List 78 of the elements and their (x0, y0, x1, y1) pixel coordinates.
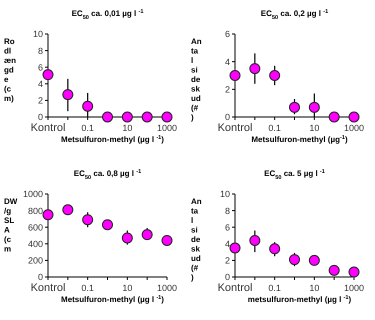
point (122, 232, 133, 244)
point (289, 254, 300, 266)
point (102, 219, 113, 230)
x-tick-label: Kontrol (218, 122, 252, 134)
y-tick-label: 2 (38, 96, 43, 106)
y-tick-label: 8 (38, 46, 43, 56)
x-tick-label: Kontrol (30, 122, 66, 134)
y-tick-label: 4 (224, 56, 230, 67)
point (122, 112, 133, 122)
point (249, 234, 260, 246)
y-tick-label: 2 (224, 256, 230, 266)
y-tick-label: 0 (224, 112, 230, 122)
x-axis-title: Metsulfuron-methyl (µg$^{-1}$) (251, 135, 348, 144)
x-tick-label: 0.1 (268, 283, 281, 293)
y-tick-label: 8 (224, 206, 230, 216)
point (308, 102, 320, 113)
point (230, 70, 240, 81)
chart-title: EC$_{50}$ ca. 0,8 µg l $^{-1}$ (74, 169, 142, 181)
x-tick-label: 1000 (344, 123, 364, 133)
chart-title: EC$_{50}$ ca. 5 µg l $^{-1}$ (264, 169, 325, 181)
point (42, 69, 54, 80)
point (328, 264, 340, 276)
x-tick-label: 1000 (156, 123, 178, 133)
x-axis-title: metsulfuron-methyl (µg l $^{-1}$) (248, 295, 352, 304)
y-tick-label: 200 (28, 256, 43, 266)
point (82, 214, 94, 226)
y-tick-label: 0 (38, 112, 43, 122)
y-tick-label: 800 (28, 206, 43, 216)
y-tick-label: 1000 (22, 189, 43, 200)
point (269, 70, 280, 81)
text: Antal sideskud (#) (191, 37, 202, 122)
x-tick-label: 0.1 (81, 283, 94, 293)
chart-title: EC$_{50}$ ca. 0,01 µg l $^{-1}$ (72, 9, 144, 21)
y-tick-label: 400 (28, 238, 43, 249)
y-tick-label: 0 (224, 272, 230, 282)
y-tick-label: 6 (224, 29, 230, 40)
point (142, 112, 153, 122)
point (308, 254, 320, 266)
x-tick-label: 10 (122, 283, 132, 293)
y-tick-label: 600 (28, 222, 43, 232)
point (102, 112, 113, 122)
x-tick-label: Kontrol (30, 282, 66, 294)
y-tick-label: 2 (224, 84, 230, 94)
point (249, 63, 260, 74)
y-tick-label: 6 (224, 222, 230, 232)
y-tick-label: 4 (224, 238, 230, 249)
x-tick-label: 0.1 (81, 123, 94, 133)
x-tick-label: Kontrol (218, 282, 252, 294)
point (328, 112, 340, 122)
x-tick-label: 0.1 (268, 123, 281, 133)
y-tick-label: 10 (220, 189, 230, 200)
text: Antal sideskud (#) (191, 197, 202, 282)
x-axis-title: Metsulfuron-methyl (µg l $^{-1}$) (61, 135, 164, 144)
point (142, 229, 153, 240)
y-tick-label: 4 (38, 78, 43, 89)
x-tick-label: 10 (309, 123, 320, 133)
y-tick-label: 10 (32, 29, 43, 40)
x-tick-label: 1000 (156, 283, 178, 293)
point (289, 102, 300, 113)
point (62, 89, 74, 100)
x-tick-label: 10 (309, 283, 320, 293)
x-tick-label: 10 (122, 123, 132, 133)
chart-title: EC$_{50}$ ca. 0,2 µg l $^{-1}$ (260, 9, 328, 21)
point (42, 209, 54, 220)
point (162, 112, 172, 122)
y-tick-label: 0 (38, 272, 43, 282)
point (269, 243, 280, 254)
x-tick-label: 1000 (344, 283, 364, 293)
point (82, 100, 94, 112)
x-axis-title: Metsulfuron-methyl (µg l $^{-1}$) (61, 295, 164, 304)
y-tick-label: 6 (38, 62, 43, 72)
point (62, 204, 74, 216)
point (162, 234, 172, 246)
y-axis-title: Rodlængde (cm) (4, 37, 16, 103)
point (348, 266, 360, 278)
y-axis-title: DW/g SLA (cm (4, 197, 18, 254)
point (230, 242, 240, 254)
point (348, 112, 360, 122)
